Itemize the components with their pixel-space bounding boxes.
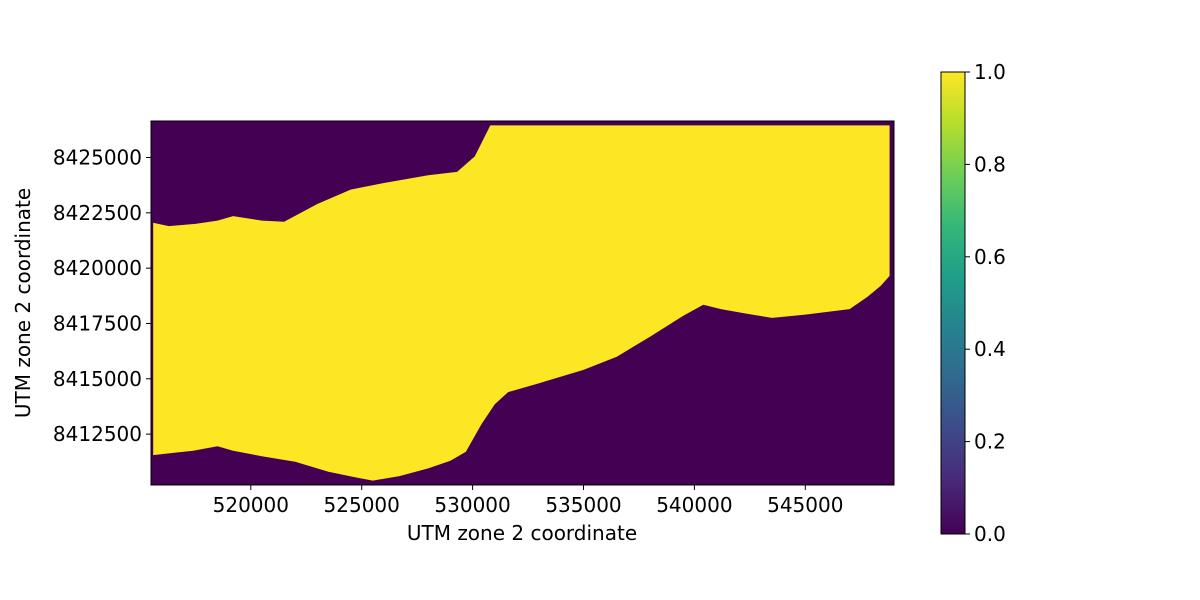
y-tick-label: 8425000 <box>53 146 142 170</box>
x-tick-label: 540000 <box>656 493 732 517</box>
y-tick-label: 8422500 <box>53 201 142 225</box>
colorbar-tick-label: 0.0 <box>974 522 1006 546</box>
colorbar-ticks: 0.0 0.2 0.4 0.6 0.8 1.0 <box>965 60 1006 546</box>
y-tick-label: 8415000 <box>53 367 142 391</box>
colorbar-gradient <box>940 71 966 535</box>
colorbar-tick-label: 0.8 <box>974 152 1006 176</box>
y-axis-label: UTM zone 2 coordinate <box>11 188 35 418</box>
x-axis-ticks: 520000 525000 530000 535000 540000 545000 <box>213 485 843 517</box>
plot-frame <box>150 120 895 486</box>
x-tick-label: 535000 <box>545 493 621 517</box>
heatmap-region-value-1 <box>153 125 890 481</box>
y-axis-ticks: 8412500 8415000 8417500 8420000 8422500 84250… <box>53 146 151 446</box>
colorbar: 0.0 0.2 0.4 0.6 0.8 1.0 <box>940 60 1006 546</box>
x-axis-label: UTM zone 2 coordinate <box>407 521 637 545</box>
x-tick-label: 520000 <box>213 493 289 517</box>
colorbar-tick-label: 1.0 <box>974 60 1006 84</box>
y-tick-label: 8420000 <box>53 256 142 280</box>
plot-area: 520000 525000 530000 535000 540000 545000 841… <box>11 120 895 545</box>
x-tick-label: 530000 <box>434 493 510 517</box>
x-tick-label: 545000 <box>767 493 843 517</box>
colorbar-tick-label: 0.4 <box>974 337 1006 361</box>
y-tick-label: 8417500 <box>53 311 142 335</box>
x-tick-label: 525000 <box>324 493 400 517</box>
colorbar-tick-label: 0.2 <box>974 430 1006 454</box>
y-tick-label: 8412500 <box>53 422 142 446</box>
colorbar-tick-label: 0.6 <box>974 245 1006 269</box>
